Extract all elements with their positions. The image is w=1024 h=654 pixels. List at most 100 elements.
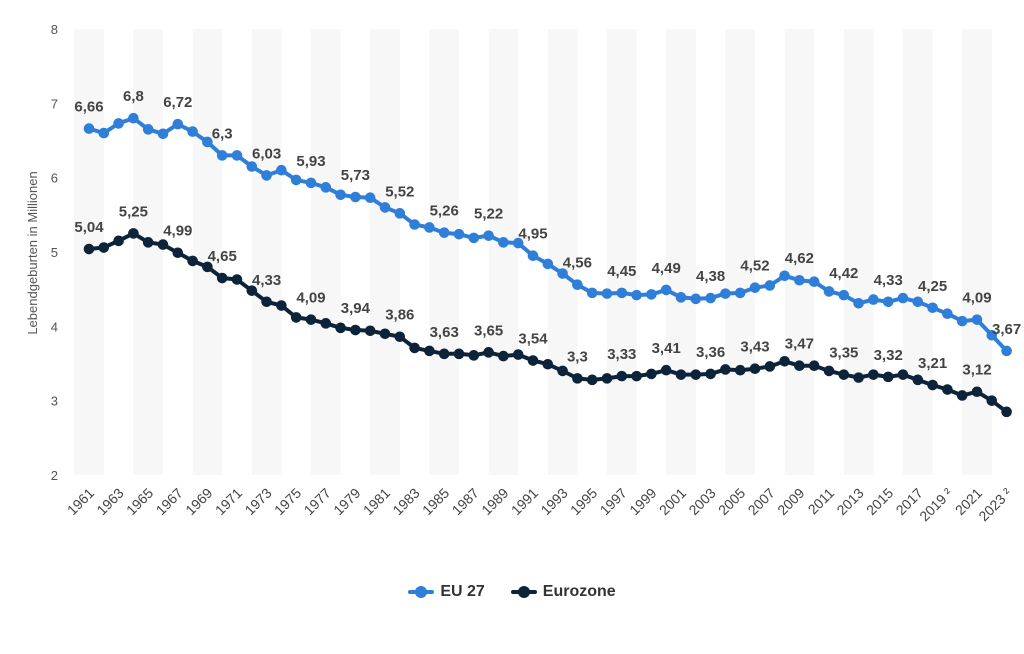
data-point-eu27[interactable] bbox=[942, 308, 953, 319]
data-point-eurozone[interactable] bbox=[779, 355, 790, 367]
data-point-eu27[interactable] bbox=[956, 315, 968, 327]
data-point-eurozone[interactable] bbox=[305, 314, 317, 325]
data-point-eurozone[interactable] bbox=[542, 358, 554, 370]
data-point-eu27[interactable] bbox=[838, 289, 850, 301]
data-point-eurozone[interactable] bbox=[394, 331, 406, 343]
data-point-eurozone[interactable] bbox=[453, 348, 465, 360]
data-point-eurozone[interactable] bbox=[868, 369, 879, 380]
data-point-eu27[interactable] bbox=[453, 228, 465, 240]
data-point-eu27[interactable] bbox=[646, 289, 657, 300]
data-point-eurozone[interactable] bbox=[172, 247, 184, 259]
data-point-eu27[interactable] bbox=[1001, 345, 1012, 357]
data-point-eu27[interactable] bbox=[675, 292, 687, 303]
data-point-eu27[interactable] bbox=[631, 289, 642, 301]
data-point-eurozone[interactable] bbox=[128, 228, 139, 239]
data-point-eu27[interactable] bbox=[734, 287, 746, 299]
data-point-eurozone[interactable] bbox=[956, 390, 968, 401]
data-point-eu27[interactable] bbox=[394, 208, 406, 219]
data-point-eurozone[interactable] bbox=[734, 364, 746, 376]
data-point-eurozone[interactable] bbox=[231, 274, 243, 285]
data-point-eu27[interactable] bbox=[187, 126, 198, 137]
data-point-eu27[interactable] bbox=[853, 297, 864, 309]
data-point-eu27[interactable] bbox=[882, 296, 894, 308]
data-point-eurozone[interactable] bbox=[882, 371, 894, 383]
data-point-eu27[interactable] bbox=[498, 237, 509, 248]
data-point-eu27[interactable] bbox=[113, 118, 124, 129]
data-point-eu27[interactable] bbox=[157, 128, 169, 140]
data-point-eurozone[interactable] bbox=[823, 365, 835, 377]
data-point-eurozone[interactable] bbox=[98, 242, 110, 253]
data-point-eu27[interactable] bbox=[231, 150, 243, 161]
data-point-eu27[interactable] bbox=[512, 237, 524, 249]
data-point-eu27[interactable] bbox=[350, 191, 361, 203]
data-point-eurozone[interactable] bbox=[853, 372, 864, 383]
data-point-eurozone[interactable] bbox=[409, 342, 420, 354]
data-point-eurozone[interactable] bbox=[986, 395, 998, 406]
data-point-eu27[interactable] bbox=[794, 274, 805, 286]
legend-item-eurozone[interactable]: Eurozone bbox=[510, 583, 616, 601]
data-point-eu27[interactable] bbox=[764, 280, 776, 291]
data-point-eurozone[interactable] bbox=[512, 349, 524, 360]
data-point-eu27[interactable] bbox=[438, 227, 450, 238]
data-point-eurozone[interactable] bbox=[764, 361, 776, 372]
data-point-eurozone[interactable] bbox=[631, 370, 642, 382]
data-point-eurozone[interactable] bbox=[749, 363, 761, 375]
data-point-eu27[interactable] bbox=[586, 287, 598, 299]
data-point-eurozone[interactable] bbox=[808, 360, 820, 372]
data-point-eu27[interactable] bbox=[705, 292, 716, 304]
data-point-eurozone[interactable] bbox=[971, 386, 983, 398]
data-point-eu27[interactable] bbox=[690, 293, 702, 305]
data-point-eurozone[interactable] bbox=[720, 364, 731, 375]
data-point-eu27[interactable] bbox=[572, 279, 583, 291]
data-point-eu27[interactable] bbox=[720, 288, 731, 299]
data-point-eurozone[interactable] bbox=[350, 324, 361, 336]
data-point-eu27[interactable] bbox=[616, 287, 628, 299]
data-point-eurozone[interactable] bbox=[601, 373, 613, 384]
data-point-eu27[interactable] bbox=[335, 189, 346, 201]
data-point-eu27[interactable] bbox=[83, 123, 95, 134]
data-point-eu27[interactable] bbox=[749, 282, 761, 293]
data-point-eurozone[interactable] bbox=[83, 243, 95, 255]
data-point-eurozone[interactable] bbox=[320, 318, 332, 329]
data-point-eu27[interactable] bbox=[660, 284, 672, 296]
data-point-eurozone[interactable] bbox=[794, 360, 805, 372]
data-point-eurozone[interactable] bbox=[187, 255, 198, 267]
data-point-eu27[interactable] bbox=[971, 314, 983, 325]
data-point-eurozone[interactable] bbox=[290, 312, 302, 323]
data-point-eurozone[interactable] bbox=[616, 370, 628, 382]
data-point-eurozone[interactable] bbox=[690, 369, 702, 380]
data-point-eurozone[interactable] bbox=[675, 369, 687, 380]
data-point-eurozone[interactable] bbox=[527, 355, 539, 366]
data-point-eurozone[interactable] bbox=[586, 374, 598, 386]
data-point-eu27[interactable] bbox=[216, 150, 228, 161]
data-point-eurozone[interactable] bbox=[216, 272, 228, 284]
data-point-eurozone[interactable] bbox=[246, 285, 258, 296]
data-point-eu27[interactable] bbox=[246, 161, 258, 172]
data-point-eu27[interactable] bbox=[128, 112, 139, 124]
data-point-eu27[interactable] bbox=[823, 286, 835, 297]
data-point-eurozone[interactable] bbox=[261, 296, 272, 308]
data-point-eu27[interactable] bbox=[172, 118, 184, 130]
legend-item-eu27[interactable]: EU 27 bbox=[408, 583, 485, 601]
data-point-eurozone[interactable] bbox=[498, 350, 509, 362]
data-point-eurozone[interactable] bbox=[335, 322, 346, 334]
data-point-eu27[interactable] bbox=[379, 202, 391, 213]
data-point-eu27[interactable] bbox=[320, 182, 332, 193]
data-point-eurozone[interactable] bbox=[572, 373, 583, 384]
data-point-eurozone[interactable] bbox=[424, 345, 435, 357]
data-point-eurozone[interactable] bbox=[142, 237, 154, 248]
data-point-eurozone[interactable] bbox=[660, 364, 672, 376]
data-point-eu27[interactable] bbox=[808, 276, 820, 288]
data-point-eu27[interactable] bbox=[202, 136, 213, 148]
data-point-eu27[interactable] bbox=[364, 192, 376, 204]
data-point-eurozone[interactable] bbox=[438, 348, 450, 360]
data-point-eurozone[interactable] bbox=[912, 374, 924, 386]
data-point-eurozone[interactable] bbox=[1001, 406, 1012, 418]
data-point-eu27[interactable] bbox=[601, 288, 613, 299]
data-point-eu27[interactable] bbox=[468, 232, 480, 244]
data-point-eu27[interactable] bbox=[986, 329, 998, 341]
data-point-eu27[interactable] bbox=[779, 270, 790, 282]
data-point-eurozone[interactable] bbox=[202, 261, 213, 273]
data-point-eurozone[interactable] bbox=[927, 379, 938, 391]
data-point-eurozone[interactable] bbox=[483, 347, 494, 358]
